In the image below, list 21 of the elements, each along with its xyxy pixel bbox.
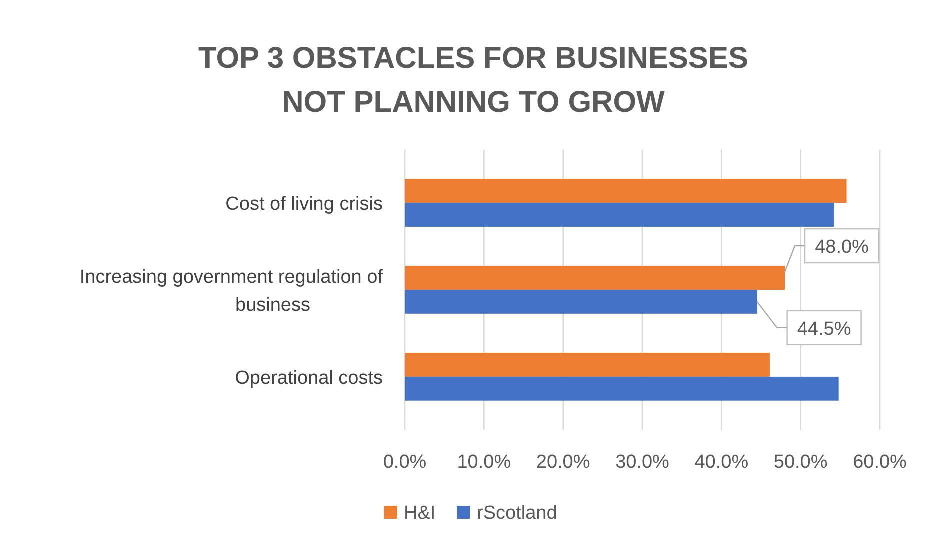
x-tick-label: 40.0% <box>694 452 749 473</box>
x-tick-label: 60.0% <box>853 452 908 473</box>
y-tick-label: Increasing government regulation of business <box>80 267 384 316</box>
bar <box>405 353 770 377</box>
x-tick-label: 10.0% <box>457 452 512 473</box>
y-tick-label: Operational costs <box>235 368 383 389</box>
legend-label: H&I <box>404 503 436 524</box>
bar <box>405 376 839 401</box>
data-label: 44.5% <box>797 318 852 340</box>
legend-label: rScotland <box>477 503 558 524</box>
x-tick-label: 20.0% <box>536 452 590 473</box>
bar <box>405 290 758 314</box>
bar <box>405 179 847 204</box>
x-tick-label: 30.0% <box>616 452 670 473</box>
chart-title: TOP 3 OBSTACLES FOR BUSINESSES NOT PLANNING TO GROW <box>198 42 749 119</box>
x-tick-label: 50.0% <box>774 452 828 473</box>
y-tick-label: Cost of living crisis <box>226 194 383 216</box>
bar <box>405 266 785 290</box>
x-tick-label: 0.0% <box>383 452 427 473</box>
data-label: 48.0% <box>815 237 870 258</box>
bar <box>405 203 834 227</box>
